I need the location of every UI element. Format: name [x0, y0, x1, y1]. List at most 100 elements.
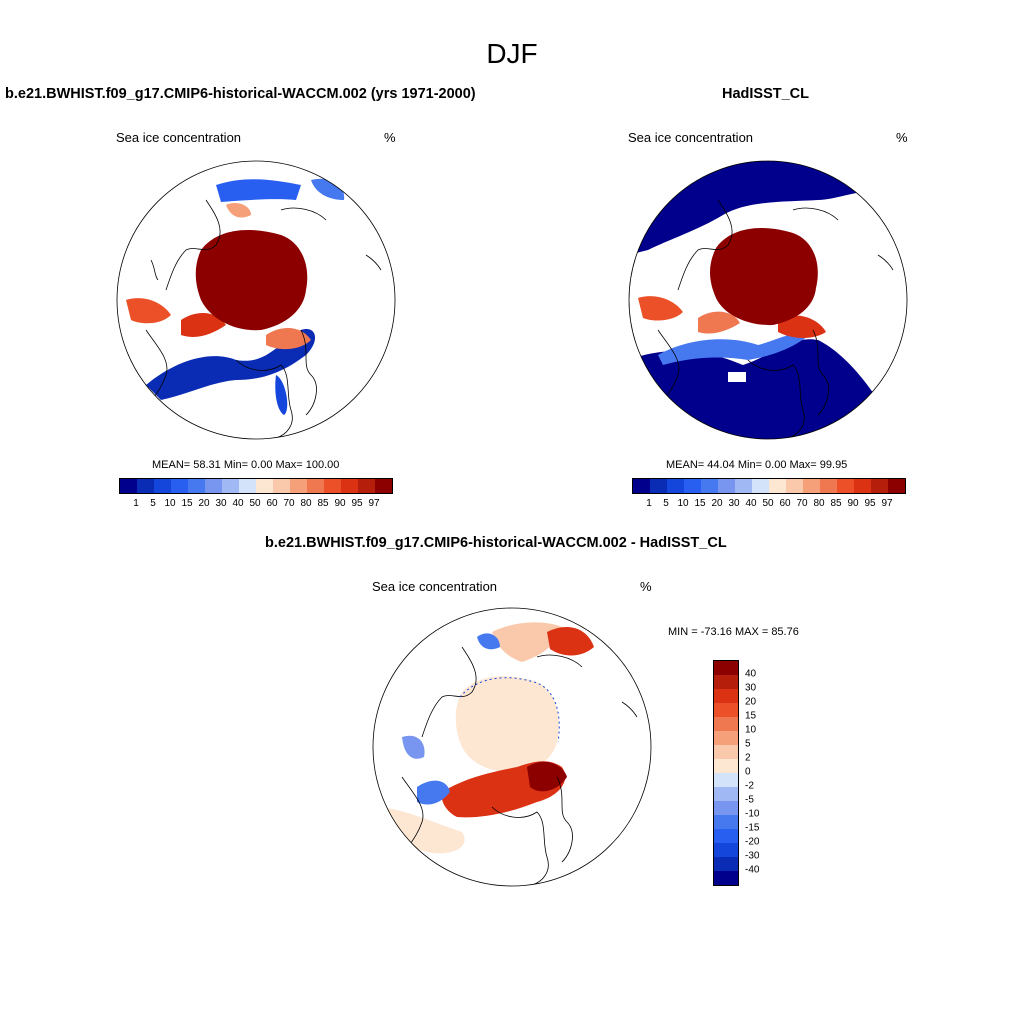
- obs-colorbar-tick-label: 10: [677, 498, 689, 509]
- diff-colorbar-tick-label: -20: [745, 836, 760, 848]
- model-polar-map: [116, 160, 396, 440]
- diff-colorbar-swatch: [714, 801, 738, 815]
- obs-colorbar-tick-label: 1: [646, 498, 652, 509]
- diff-colorbar-swatch: [714, 731, 738, 745]
- obs-colorbar-swatch: [718, 479, 735, 493]
- model-units-label: %: [384, 130, 396, 145]
- obs-colorbar-swatch: [786, 479, 803, 493]
- obs-colorbar-tick-label: 95: [864, 498, 876, 509]
- model-colorbar-tick-label: 15: [181, 498, 193, 509]
- diff-panel-header: b.e21.BWHIST.f09_g17.CMIP6-historical-WA…: [265, 535, 727, 551]
- model-ice-marginal-kara: [181, 313, 226, 337]
- diff-colorbar-swatch: [714, 675, 738, 689]
- model-stats: MEAN= 58.31 Min= 0.00 Max= 100.00: [152, 459, 340, 471]
- obs-colorbar-tick-label: 85: [830, 498, 842, 509]
- diff-gin-negative: [417, 780, 450, 805]
- obs-colorbar-swatch: [735, 479, 752, 493]
- model-colorbar-swatch: [120, 479, 137, 493]
- model-colorbar: [119, 478, 393, 494]
- diff-colorbar-swatch: [714, 689, 738, 703]
- model-colorbar-tick-label: 30: [215, 498, 227, 509]
- diff-colorbar-tick-label: -15: [745, 822, 760, 834]
- obs-ice-marginal-east: [638, 296, 683, 321]
- model-colorbar-swatch: [375, 479, 392, 493]
- model-colorbar-tick-label: 1: [133, 498, 139, 509]
- model-ice-edge-hudson: [275, 375, 288, 415]
- obs-colorbar: [632, 478, 906, 494]
- diff-colorbar-tick-label: -5: [745, 794, 754, 806]
- model-colorbar-tick-label: 40: [232, 498, 244, 509]
- obs-panel-header: HadISST_CL: [722, 86, 810, 102]
- diff-colorbar-swatch: [714, 829, 738, 843]
- obs-colorbar-tick-label: 80: [813, 498, 825, 509]
- obs-ice-edge-band: [658, 331, 813, 365]
- diff-colorbar-tick-label: 10: [745, 724, 757, 736]
- model-ice-edge-atlantic: [146, 329, 316, 400]
- model-variable-label: Sea ice concentration: [116, 130, 242, 145]
- diff-colorbar-tick-label: 40: [745, 668, 757, 680]
- diff-colorbar-swatch: [714, 745, 738, 759]
- obs-colorbar-swatch: [667, 479, 684, 493]
- obs-colorbar-swatch: [871, 479, 888, 493]
- obs-colorbar-tick-label: 50: [762, 498, 774, 509]
- model-colorbar-swatch: [273, 479, 290, 493]
- model-ice-marginal-east: [126, 298, 171, 324]
- model-colorbar-swatch: [341, 479, 358, 493]
- diff-polar-map: [372, 607, 652, 887]
- model-panel-header: b.e21.BWHIST.f09_g17.CMIP6-historical-WA…: [5, 86, 476, 102]
- diff-variable-label: Sea ice concentration: [372, 579, 498, 594]
- model-colorbar-swatch: [324, 479, 341, 493]
- model-colorbar-tick-label: 85: [317, 498, 329, 509]
- diff-colorbar-swatch: [714, 815, 738, 829]
- diff-stats: MIN = -73.16 MAX = 85.76: [668, 626, 799, 638]
- diff-colorbar-swatch: [714, 871, 738, 885]
- diff-outer-positive: [382, 807, 465, 854]
- obs-colorbar-tick-label: 30: [728, 498, 740, 509]
- diff-pacific-positive: [492, 622, 562, 662]
- obs-colorbar-tick-label: 60: [779, 498, 791, 509]
- model-colorbar-tick-label: 80: [300, 498, 312, 509]
- obs-colorbar-swatch: [701, 479, 718, 493]
- model-ice-marginal-okhotsk: [226, 203, 251, 218]
- model-colorbar-tick-label: 97: [368, 498, 380, 509]
- model-colorbar-swatch: [307, 479, 324, 493]
- diff-barents-strong: [527, 761, 567, 792]
- diff-okhotsk-negative: [477, 633, 500, 650]
- model-ice-pack: [195, 230, 308, 331]
- model-colorbar-tick-label: 90: [334, 498, 346, 509]
- model-colorbar-swatch: [256, 479, 273, 493]
- obs-colorbar-swatch: [888, 479, 905, 493]
- diff-colorbar-tick-label: -10: [745, 808, 760, 820]
- diff-colorbar-swatch: [714, 787, 738, 801]
- diff-units-label: %: [640, 579, 652, 594]
- model-colorbar-swatch: [358, 479, 375, 493]
- diff-colorbar-tick-label: 20: [745, 696, 757, 708]
- model-colorbar-swatch: [222, 479, 239, 493]
- obs-colorbar-tick-label: 15: [694, 498, 706, 509]
- model-colorbar-swatch: [171, 479, 188, 493]
- obs-variable-label: Sea ice concentration: [628, 130, 754, 145]
- diff-bering-positive: [547, 627, 594, 656]
- obs-polar-map: [628, 160, 908, 440]
- diff-colorbar-swatch: [714, 773, 738, 787]
- diff-colorbar: [713, 660, 739, 886]
- obs-colorbar-swatch: [752, 479, 769, 493]
- diff-pack-small-positive: [455, 676, 559, 772]
- obs-stats: MEAN= 44.04 Min= 0.00 Max= 99.95: [666, 459, 848, 471]
- model-colorbar-tick-label: 5: [150, 498, 156, 509]
- obs-colorbar-tick-label: 5: [663, 498, 669, 509]
- diff-colorbar-swatch: [714, 703, 738, 717]
- diff-colorbar-tick-label: 5: [745, 738, 751, 750]
- diff-colorbar-tick-label: 0: [745, 766, 751, 778]
- obs-colorbar-swatch: [820, 479, 837, 493]
- obs-colorbar-tick-label: 20: [711, 498, 723, 509]
- obs-island-iceland: [728, 372, 746, 382]
- obs-colorbar-tick-label: 97: [881, 498, 893, 509]
- diff-colorbar-tick-label: -40: [745, 864, 760, 876]
- figure-title: DJF: [486, 38, 538, 69]
- model-ice-edge-pacific: [216, 179, 301, 202]
- obs-colorbar-swatch: [803, 479, 820, 493]
- obs-colorbar-tick-label: 90: [847, 498, 859, 509]
- model-ice-marginal-baffin: [266, 328, 311, 350]
- obs-colorbar-swatch: [854, 479, 871, 493]
